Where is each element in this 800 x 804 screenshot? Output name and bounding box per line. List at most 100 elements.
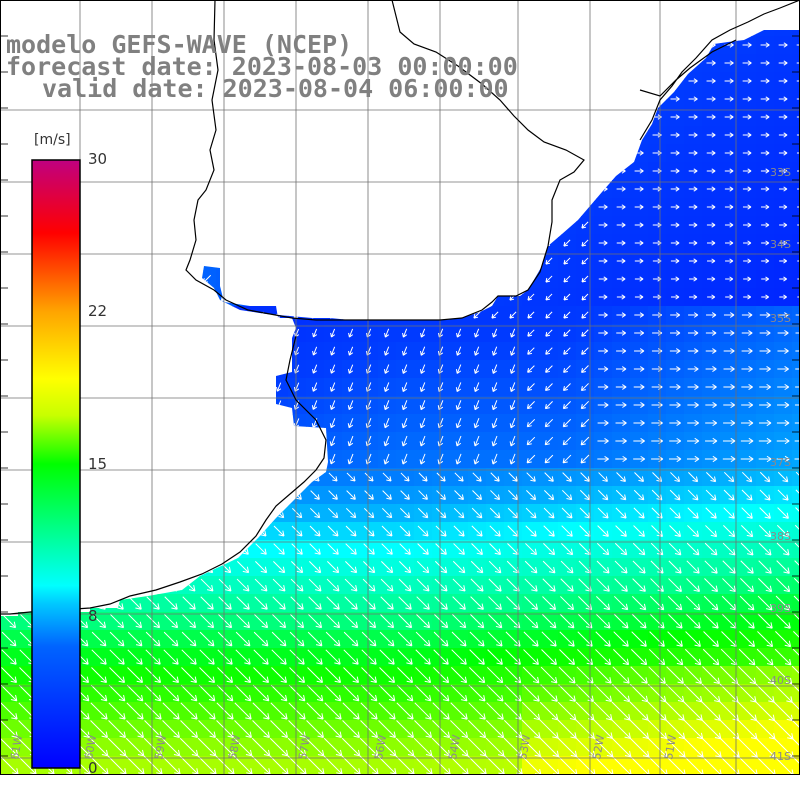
wind-arrow bbox=[759, 507, 771, 519]
wind-arrow bbox=[773, 665, 793, 685]
wind-arrow bbox=[779, 240, 788, 246]
wind-arrow bbox=[289, 667, 306, 684]
wind-arrow bbox=[419, 382, 426, 393]
wind-arrow bbox=[670, 240, 680, 246]
wind-arrow bbox=[629, 701, 649, 721]
wind-arrow bbox=[270, 720, 288, 738]
wind-arrow bbox=[670, 312, 681, 318]
wind-arrow bbox=[687, 402, 699, 408]
wind-arrow bbox=[163, 649, 179, 665]
wind-arrow bbox=[598, 348, 609, 354]
field-cell bbox=[792, 108, 800, 127]
latitude-label: 37S bbox=[770, 456, 791, 469]
field-cell bbox=[792, 234, 800, 253]
wind-arrow bbox=[527, 311, 535, 319]
wind-arrow bbox=[416, 560, 430, 574]
wind-arrow bbox=[450, 720, 469, 739]
wind-arrow bbox=[778, 42, 788, 48]
wind-arrow bbox=[598, 472, 608, 482]
wind-arrow bbox=[649, 631, 665, 647]
wind-arrow bbox=[417, 507, 429, 519]
wind-arrow bbox=[560, 596, 575, 611]
wind-arrow bbox=[541, 649, 557, 665]
wind-arrow bbox=[775, 577, 791, 593]
wind-arrow bbox=[772, 718, 794, 740]
wind-arrow bbox=[378, 720, 396, 738]
wind-arrow bbox=[396, 720, 414, 738]
wind-arrow bbox=[796, 114, 800, 120]
wind-arrow bbox=[755, 665, 775, 685]
wind-arrow bbox=[271, 667, 288, 684]
wind-arrow bbox=[795, 330, 800, 336]
wind-arrow bbox=[164, 614, 179, 629]
wind-arrow bbox=[163, 631, 179, 647]
wind-arrow bbox=[401, 417, 408, 429]
wind-arrow bbox=[757, 613, 773, 629]
wind-arrow bbox=[669, 437, 682, 445]
wind-arrow bbox=[328, 472, 338, 482]
field-cell bbox=[792, 126, 800, 145]
wind-arrow bbox=[700, 718, 722, 740]
wind-arrow bbox=[402, 328, 408, 338]
wind-arrow bbox=[473, 417, 480, 429]
wind-arrow bbox=[741, 348, 753, 354]
wind-arrow bbox=[435, 525, 447, 537]
wind-arrow bbox=[395, 755, 415, 775]
wind-arrow bbox=[616, 186, 626, 192]
wind-arrow bbox=[613, 649, 630, 666]
wind-arrow bbox=[344, 596, 358, 610]
wind-arrow bbox=[144, 720, 162, 738]
wind-arrow bbox=[329, 418, 336, 429]
wind-arrow bbox=[581, 365, 589, 373]
wind-arrow bbox=[419, 417, 426, 429]
wind-arrow bbox=[632, 560, 646, 574]
field-cell bbox=[792, 684, 800, 703]
wind-arrow bbox=[705, 401, 717, 409]
wind-arrow bbox=[539, 737, 560, 758]
wind-arrow bbox=[556, 736, 578, 758]
wind-arrow bbox=[561, 543, 574, 556]
wind-arrow bbox=[760, 78, 770, 84]
wind-arrow bbox=[634, 240, 644, 246]
wind-arrow bbox=[597, 525, 609, 537]
wind-arrow bbox=[741, 471, 753, 483]
wind-arrow bbox=[741, 330, 753, 336]
colorbar-tick-label: 0 bbox=[88, 759, 98, 777]
wind-arrow bbox=[667, 613, 683, 629]
wind-arrow bbox=[236, 614, 251, 629]
wind-arrow bbox=[758, 542, 772, 556]
wind-arrow bbox=[759, 401, 772, 409]
wind-arrow bbox=[344, 578, 358, 592]
field-cell bbox=[792, 612, 800, 631]
wind-arrow bbox=[473, 400, 480, 411]
wind-arrow bbox=[615, 455, 628, 463]
wind-arrow bbox=[704, 578, 719, 593]
wind-arrow bbox=[793, 613, 800, 629]
wind-arrow bbox=[563, 311, 571, 319]
wind-arrow bbox=[345, 561, 358, 574]
wind-arrow bbox=[742, 42, 752, 48]
wind-arrow bbox=[162, 720, 180, 738]
wind-arrow bbox=[790, 718, 800, 740]
wind-arrow bbox=[524, 560, 538, 574]
wind-arrow bbox=[433, 649, 449, 665]
wind-arrow bbox=[724, 204, 734, 210]
wind-arrow bbox=[307, 631, 323, 647]
wind-arrow bbox=[380, 578, 394, 592]
wind-arrow bbox=[526, 490, 537, 501]
wind-arrow bbox=[794, 455, 800, 463]
wind-arrow bbox=[794, 542, 800, 556]
wind-arrow bbox=[634, 294, 644, 300]
wind-arrow bbox=[363, 507, 375, 519]
wind-arrow bbox=[415, 667, 432, 684]
wind-arrow bbox=[559, 631, 575, 647]
wind-arrow bbox=[324, 684, 342, 702]
latitude-label: 34S bbox=[770, 238, 791, 251]
wind-arrow bbox=[685, 613, 701, 629]
wind-arrow bbox=[634, 168, 644, 174]
wind-arrow bbox=[107, 737, 127, 757]
wind-arrow bbox=[200, 614, 215, 629]
wind-arrow bbox=[395, 737, 415, 757]
wind-arrow bbox=[472, 472, 482, 482]
wind-arrow bbox=[544, 436, 554, 446]
